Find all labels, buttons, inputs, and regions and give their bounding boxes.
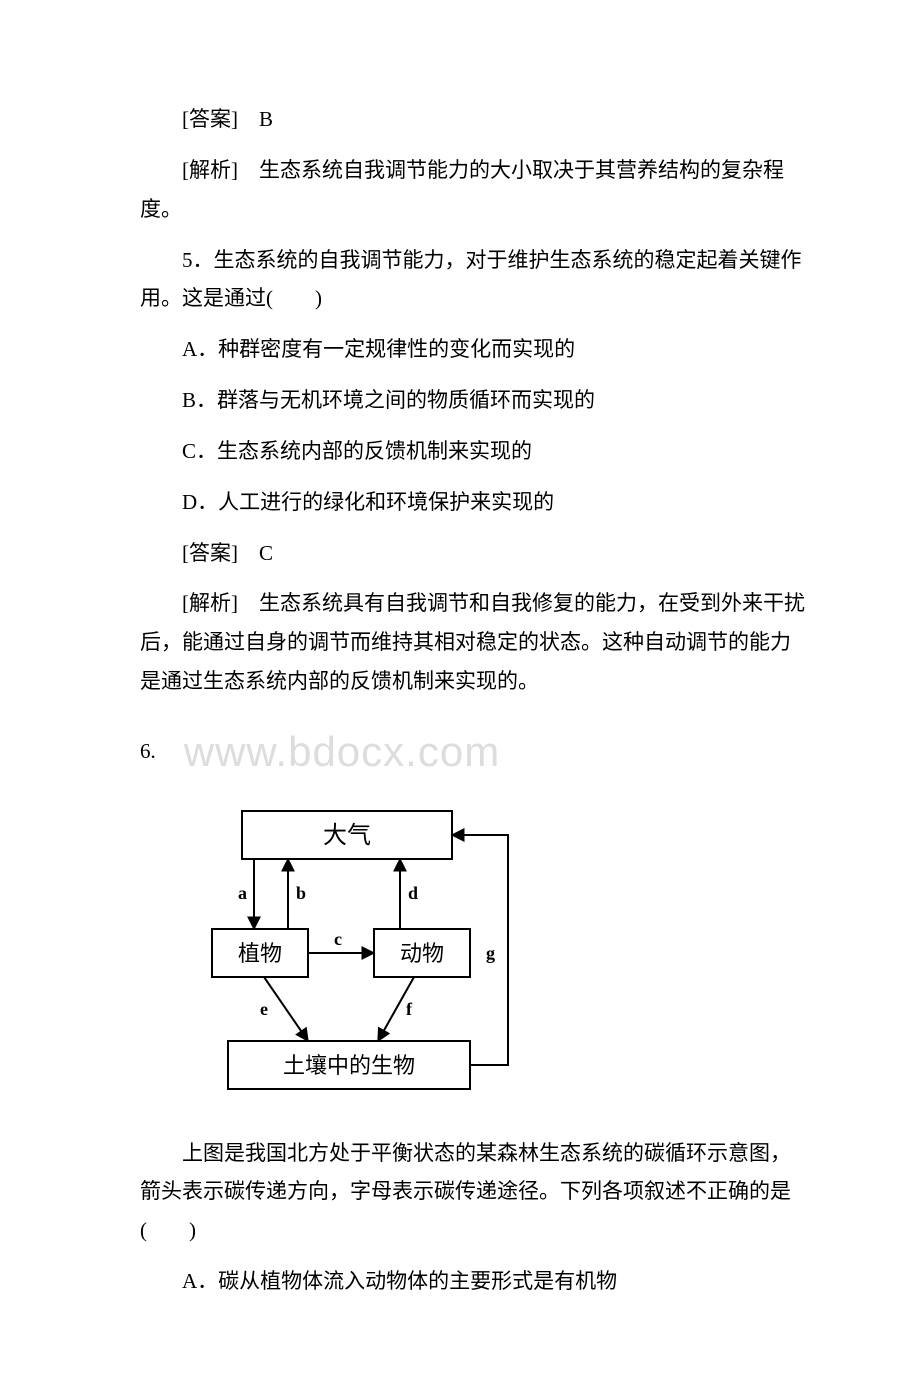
analysis-text: 生态系统具有自我调节和自我修复的能力，在受到外来干扰后，能通过自身的调节而维持其… xyxy=(140,591,805,693)
watermark-text: www.bdocx.com xyxy=(184,713,500,791)
node-animal-label: 动物 xyxy=(400,941,444,966)
analysis-label: [解析] xyxy=(182,158,238,182)
q6-number: 6. xyxy=(140,732,156,771)
q5-stem: 5．生态系统的自我调节能力，对于维护生态系统的稳定起着关键作用。这是通过( ) xyxy=(140,241,810,319)
q5-option-a: A．种群密度有一定规律性的变化而实现的 xyxy=(140,330,810,369)
node-soil-label: 土壤中的生物 xyxy=(283,1053,415,1078)
q5-option-d: D．人工进行的绿化和环境保护来实现的 xyxy=(140,483,810,522)
node-plant-label: 植物 xyxy=(238,941,282,966)
answer-label: [答案] xyxy=(182,541,238,565)
edge-d-label: d xyxy=(408,883,418,903)
edge-e-label: e xyxy=(260,999,268,1019)
edge-g xyxy=(452,835,508,1065)
analysis-label: [解析] xyxy=(182,591,238,615)
answer-label: [答案] xyxy=(182,107,238,131)
answer-5: [答案] C xyxy=(140,534,810,573)
analysis-4: [解析] 生态系统自我调节能力的大小取决于其营养结构的复杂程度。 xyxy=(140,151,810,229)
answer-value: C xyxy=(259,541,273,565)
edge-g-label: g xyxy=(486,943,495,963)
analysis-5: [解析] 生态系统具有自我调节和自我修复的能力，在受到外来干扰后，能通过自身的调… xyxy=(140,584,810,701)
q5-option-b: B．群落与无机环境之间的物质循环而实现的 xyxy=(140,381,810,420)
q6-diagram: 大气 植物 动物 土壤中的生物 a b d c e xyxy=(182,801,810,1114)
q6-option-a: A．碳从植物体流入动物体的主要形式是有机物 xyxy=(140,1262,810,1301)
answer-value: B xyxy=(259,107,273,131)
q6-stem: 上图是我国北方处于平衡状态的某森林生态系统的碳循环示意图，箭头表示碳传递方向，字… xyxy=(140,1134,810,1251)
edge-b-label: b xyxy=(296,883,306,903)
node-atm-label: 大气 xyxy=(323,822,371,849)
edge-c-label: c xyxy=(334,929,342,949)
edge-a-label: a xyxy=(238,883,247,903)
edge-e xyxy=(264,977,308,1041)
answer-4: [答案] B xyxy=(140,100,810,139)
edge-f-label: f xyxy=(406,999,413,1019)
q5-option-c: C．生态系统内部的反馈机制来实现的 xyxy=(140,432,810,471)
